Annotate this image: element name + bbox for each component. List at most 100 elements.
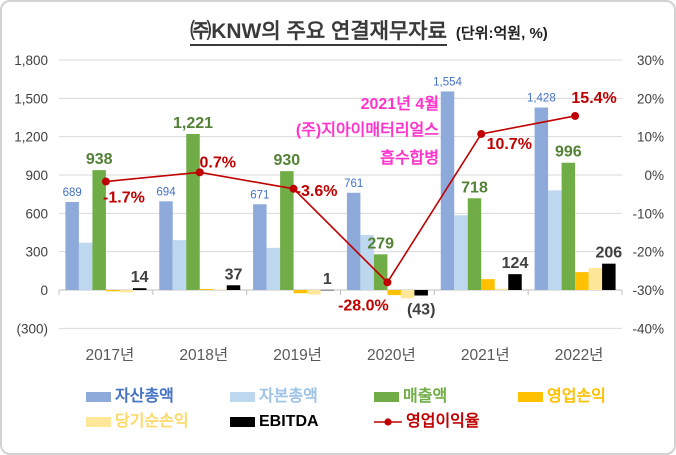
bar-net-income-2022년 (588, 268, 603, 290)
bar-operating-profit-2020년 (387, 290, 401, 296)
bar-total-assets-2018년 (159, 201, 173, 290)
value-label-ebitda-2019년: 1 (323, 271, 332, 288)
left-axis-tick-label: 1,500 (14, 91, 48, 106)
category-label: 2019년 (273, 346, 322, 364)
chart-title: ㈜KNW의 주요 연결재무자료 (190, 20, 447, 46)
bar-net-income-2021년 (494, 288, 509, 290)
right-axis-tick-label: -40% (632, 321, 664, 336)
bar-total-equity-2017년 (78, 242, 93, 290)
bar-ebitda-2017년 (132, 288, 147, 290)
value-label-ebitda-2021년: 124 (502, 255, 529, 272)
chart-unit-label: (단위:억원, %) (455, 25, 548, 42)
value-label-revenue-2021년: 718 (461, 179, 488, 196)
bar-total-assets-2022년 (534, 107, 549, 291)
line-marker-2018년 (195, 168, 204, 177)
value-label-revenue-2019년: 930 (273, 152, 300, 169)
bar-operating-profit-2018년 (199, 288, 214, 290)
legend-item-total-equity: 자본총액 (230, 389, 318, 405)
right-axis-tick-label: 30% (637, 53, 664, 68)
value-label-total-assets-2018년: 694 (156, 186, 176, 198)
x-axis-ticks (58, 290, 623, 295)
line-label-2019년: -3.6% (296, 183, 338, 200)
value-label-ebitda-2017년: 14 (131, 269, 149, 286)
value-label-total-assets-2020년: 761 (344, 178, 363, 190)
right-axis-tick-label: 10% (637, 130, 664, 145)
bar-operating-profit-2017년 (105, 290, 120, 292)
left-axis-tick-label: 600 (25, 206, 48, 221)
left-axis-tick-label: 1,800 (14, 53, 48, 68)
left-axis-labels: 1,800 1,500 1,200 900 600 300 0 (300) (14, 53, 48, 336)
value-label-revenue-2020년: 279 (367, 235, 394, 252)
bar-total-equity-2022년 (548, 190, 562, 290)
line-marker-2022년 (571, 111, 580, 120)
line-series-operating-margin: -1.7% 0.7% -3.6% -28.0% 10.7% 15.4% (101, 90, 617, 314)
value-label-ebitda-2018년: 37 (225, 266, 243, 283)
bar-revenue-2018년 (186, 133, 200, 290)
legend-swatch-net-income (86, 417, 111, 427)
bar-net-income-2018년 (213, 289, 227, 290)
legend-swatch-total-assets (86, 392, 111, 402)
left-axis-tick-label: 300 (25, 245, 48, 260)
left-axis-tick-label: (300) (16, 321, 48, 336)
value-label-total-assets-2019년: 671 (250, 189, 269, 201)
category-label: 2020년 (367, 346, 416, 364)
right-axis-tick-label: 0% (644, 168, 664, 183)
bar-revenue-2017년 (92, 170, 106, 290)
chart-title-row: ㈜KNW의 주요 연결재무자료 (단위:억원, %) (2, 15, 674, 46)
bar-net-income-2020년 (400, 290, 415, 299)
bar-total-assets-2017년 (65, 201, 79, 290)
bar-labels: 689 694 671 761 1,554 1,428 938 1,221 930 279 718 9… (63, 76, 623, 318)
legend-item-ebitda: EBITDA (230, 414, 319, 430)
category-label: 2017년 (86, 346, 135, 364)
line-label-2017년: -1.7% (103, 190, 145, 207)
legend-label-ebitda: EBITDA (259, 413, 319, 430)
legend-label-revenue: 매출액 (403, 388, 448, 405)
legend-swatch-total-equity (230, 392, 255, 402)
value-label-revenue-2017년: 938 (86, 151, 113, 168)
bar-net-income-2019년 (307, 290, 321, 295)
category-label: 2022년 (555, 346, 604, 364)
annotation-line: 흡수합병 (380, 148, 439, 167)
left-axis-tick-label: 1,200 (14, 130, 48, 145)
category-label: 2018년 (179, 346, 228, 364)
bar-total-assets-2019년 (253, 204, 267, 290)
legend-item-operating-profit: 영업손익 (518, 389, 606, 405)
right-axis-tick-label: -20% (632, 245, 664, 260)
legend-swatch-operating-profit (518, 392, 543, 402)
bar-ebitda-2021년 (508, 274, 522, 290)
legend-item-operating-margin: 영업이익율 (374, 414, 480, 430)
bar-operating-profit-2022년 (575, 272, 589, 290)
line-marker-2021년 (477, 129, 486, 138)
bar-net-income-2017년 (119, 290, 133, 293)
left-axis-tick-label: 0 (40, 283, 48, 298)
legend-line-swatch-operating-margin (374, 418, 402, 426)
value-label-total-assets-2021년: 1,554 (433, 76, 462, 88)
annotation-line: (주)지아이매터리얼스 (296, 121, 439, 139)
bar-revenue-2022년 (561, 162, 576, 290)
bar-total-equity-2018년 (172, 240, 187, 290)
legend-label-total-assets: 자산총액 (115, 388, 174, 405)
value-label-total-assets-2022년: 1,428 (527, 93, 556, 105)
value-label-total-assets-2017년: 689 (63, 187, 82, 199)
line-label-2018년: 0.7% (200, 154, 236, 171)
line-marker-2019년 (289, 184, 298, 193)
line-label-2022년: 15.4% (571, 90, 616, 107)
bar-total-equity-2021년 (454, 215, 468, 290)
line-label-2020년: -28.0% (338, 297, 389, 314)
right-axis-tick-label: -10% (632, 206, 664, 221)
legend-item-revenue: 매출액 (374, 389, 447, 405)
line-marker-2020년 (383, 278, 392, 287)
bar-total-equity-2019년 (266, 247, 281, 290)
value-label-ebitda-2020년: (43) (407, 301, 435, 318)
legend-label-operating-profit: 영업손익 (547, 388, 606, 405)
legend-swatch-revenue (374, 392, 399, 402)
bar-ebitda-2022년 (602, 263, 616, 290)
margin-line (105, 115, 576, 284)
legend-label-total-equity: 자본총액 (259, 388, 318, 405)
category-label: 2021년 (461, 346, 510, 364)
line-marker-2017년 (101, 177, 110, 186)
bar-operating-profit-2021년 (481, 279, 495, 290)
bar-operating-profit-2019년 (293, 290, 308, 294)
